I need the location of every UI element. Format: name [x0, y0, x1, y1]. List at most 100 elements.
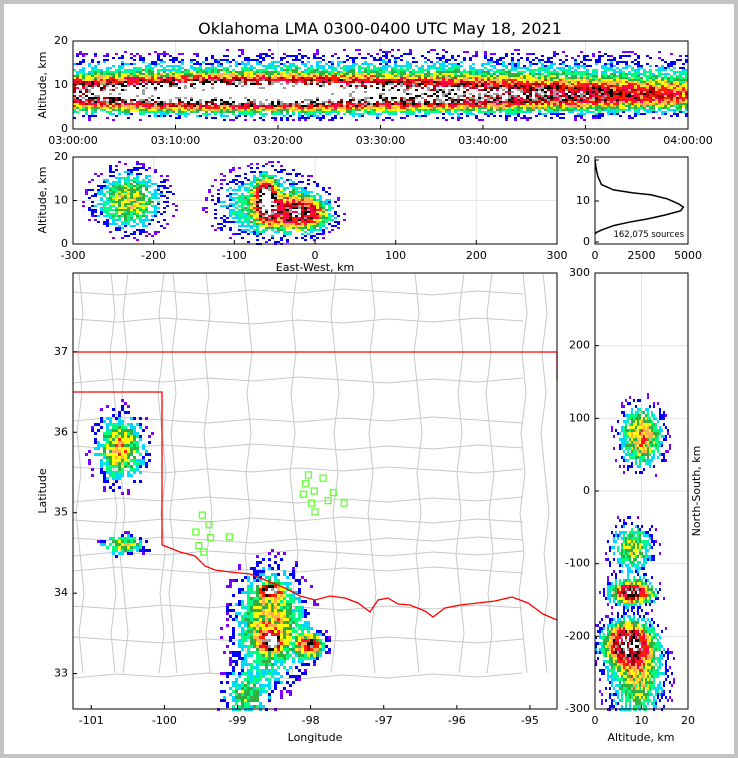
density-cell	[379, 63, 382, 65]
density-cell	[256, 69, 259, 71]
density-cell	[208, 107, 211, 109]
density-cell	[316, 95, 319, 97]
density-cell	[523, 117, 526, 119]
density-cell	[625, 89, 628, 91]
density-cell	[151, 85, 154, 87]
density-cell	[115, 79, 118, 81]
density-cell	[292, 113, 295, 115]
density-cell	[523, 85, 526, 87]
density-cell	[160, 99, 163, 101]
density-cell	[589, 65, 592, 67]
density-cell	[622, 79, 625, 81]
density-cell	[514, 113, 517, 115]
density-cell	[316, 109, 319, 111]
density-cell	[442, 107, 445, 109]
density-cell	[271, 85, 274, 87]
density-cell	[496, 77, 499, 79]
density-cell	[355, 77, 358, 79]
density-cell	[295, 77, 298, 79]
density-cell	[412, 109, 415, 111]
density-cell	[502, 107, 505, 109]
density-cell	[514, 67, 517, 69]
density-cell	[511, 67, 514, 69]
density-cell	[154, 51, 157, 53]
density-cell	[220, 63, 223, 65]
density-cell	[610, 101, 613, 103]
density-cell	[181, 103, 184, 105]
density-cell	[151, 63, 154, 65]
density-cell	[253, 91, 256, 93]
density-cell	[511, 63, 514, 65]
density-cell	[487, 85, 490, 87]
density-cell	[199, 91, 202, 93]
density-cell	[577, 71, 580, 73]
density-cell	[367, 73, 370, 75]
density-cell	[316, 101, 319, 103]
density-cell	[367, 69, 370, 71]
density-cell	[196, 71, 199, 73]
density-cell	[271, 109, 274, 111]
density-cell	[433, 89, 436, 91]
density-cell	[211, 93, 214, 95]
density-cell	[166, 87, 169, 89]
density-cell	[307, 91, 310, 93]
density-cell	[496, 107, 499, 109]
density-cell	[646, 89, 649, 91]
density-cell	[556, 93, 559, 95]
density-cell	[622, 95, 625, 97]
density-cell	[76, 93, 79, 95]
density-cell	[487, 79, 490, 81]
density-cell	[406, 93, 409, 95]
density-cell	[334, 115, 337, 117]
density-cell	[304, 95, 307, 97]
density-cell	[250, 95, 253, 97]
density-cell	[244, 67, 247, 69]
density-cell	[109, 77, 112, 79]
density-cell	[460, 71, 463, 73]
density-cell	[163, 71, 166, 73]
density-cell	[568, 81, 571, 83]
density-cell	[625, 67, 628, 69]
density-cell	[622, 105, 625, 107]
density-cell	[220, 101, 223, 103]
density-cell	[319, 91, 322, 93]
density-cell	[310, 77, 313, 79]
density-cell	[256, 79, 259, 81]
density-cell	[250, 67, 253, 69]
density-cell	[430, 49, 433, 51]
density-cell	[448, 71, 451, 73]
density-cell	[385, 53, 388, 55]
density-cell	[316, 61, 319, 63]
density-cell	[358, 97, 361, 99]
density-cell	[340, 79, 343, 81]
density-cell	[349, 107, 352, 109]
density-cell	[523, 77, 526, 79]
density-cell	[406, 83, 409, 85]
density-cell	[601, 93, 604, 95]
density-cell	[433, 75, 436, 77]
density-cell	[457, 113, 460, 115]
density-cell	[247, 99, 250, 101]
density-cell	[412, 107, 415, 109]
density-cell	[577, 109, 580, 111]
density-cell	[604, 105, 607, 107]
density-cell	[163, 85, 166, 87]
density-cell	[598, 77, 601, 79]
density-cell	[208, 103, 211, 105]
density-cell	[211, 85, 214, 87]
density-cell	[409, 103, 412, 105]
density-cell	[133, 73, 136, 75]
density-cell	[538, 109, 541, 111]
density-cell	[124, 101, 127, 103]
density-cell	[400, 55, 403, 57]
density-cell	[367, 65, 370, 67]
density-cell	[157, 107, 160, 109]
density-cell	[361, 81, 364, 83]
density-cell	[412, 85, 415, 87]
density-cell	[394, 91, 397, 93]
density-cell	[343, 61, 346, 63]
density-cell	[565, 79, 568, 81]
density-cell	[445, 79, 448, 81]
density-cell	[604, 95, 607, 97]
density-cell	[622, 89, 625, 91]
